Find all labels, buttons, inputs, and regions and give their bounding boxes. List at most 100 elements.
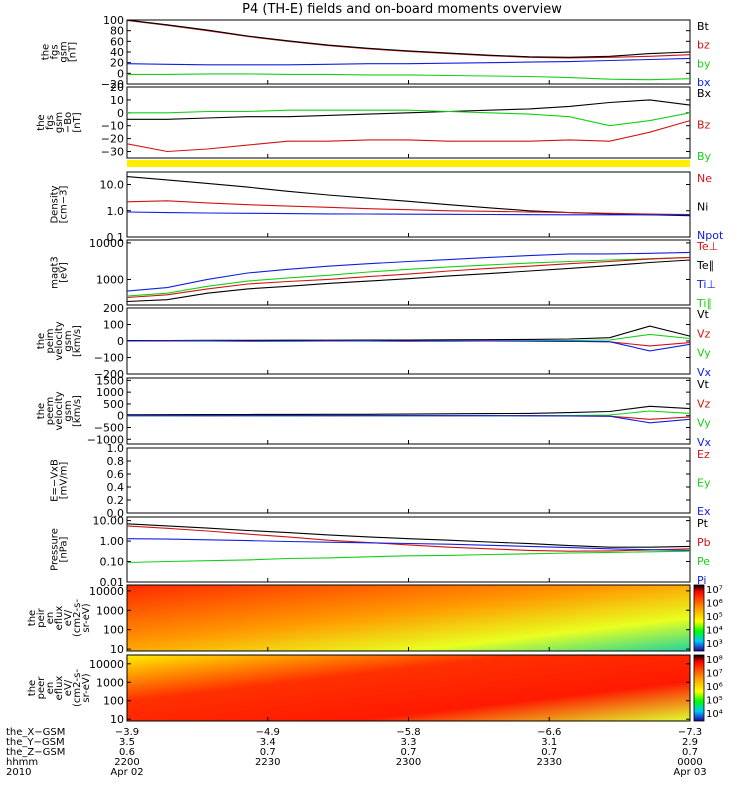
legend-Pi: Pi [697,574,706,587]
axis-column-value: Apr 03 [673,767,706,778]
series-line-Te∥ [126,259,691,303]
series-line-Pb [126,525,691,552]
colorbar-tick-label: 10⁵ [706,696,723,707]
y-tick-label: 40 [110,46,124,59]
y-tick-label: 10 [110,94,124,107]
y-tick-label: 1000 [96,273,124,286]
y-tick-label: 0.01 [100,576,125,589]
series-line-Bz [126,120,691,153]
legend-by: by [697,57,711,70]
y-tick-label: 0.8 [107,455,125,468]
axis-row-label: the_X−GSM [6,727,65,738]
y-tick-label: 10000 [89,658,124,671]
panel-5 [126,307,691,375]
y-axis-label: sr-eV) [81,673,92,702]
legend-Vx: Vx [697,436,712,449]
series-line-Pt [126,523,691,548]
legend-Bx: Bx [697,87,712,100]
series-line-Ti∥ [126,256,691,297]
axis-column-value: −5.8 [396,727,420,738]
colorbar-tick-label: 10⁷ [706,669,723,680]
y-axis-label: sr-eV) [81,603,92,632]
series-line-Vx [127,340,691,352]
axis-row-label: the_Y−GSM [6,737,65,748]
series-line-Pi [126,538,691,551]
panel-4 [126,239,691,306]
y-tick-label: −200 [94,368,124,381]
y-tick-label: 20 [110,57,124,70]
series-line-Te⊥ [126,256,691,299]
axis-row-label: 2010 [6,767,31,778]
series-line-Vt [126,405,691,416]
colorbar-tick-label: 10³ [706,639,723,650]
panel-7 [126,447,691,514]
series-line-Vx [127,415,691,424]
y-axis-label: magt3 [50,256,61,289]
axis-column-value: 3.3 [401,737,417,748]
y-axis-label: the [27,610,38,626]
y-tick-label: −100 [94,352,124,365]
axis-column-value: 2200 [114,757,139,768]
y-axis-label: Pressure [50,528,61,571]
series-line-By [127,109,691,127]
panel-1 [126,19,691,85]
panel-8 [126,516,691,583]
axis-column-value: 3.4 [260,737,276,748]
y-axis-label: [km/s] [72,325,83,357]
y-axis-label: eV/ [63,609,74,626]
y-axis-label: the [36,333,47,349]
y-axis-label: [km/s] [72,395,83,427]
axis-column-value: 0000 [677,757,702,768]
y-axis-label: Density [50,185,61,223]
legend-Pb: Pb [697,536,711,549]
y-axis-label: velocity [54,391,65,430]
y-axis-label: en [45,682,56,695]
legend-Vt: Vt [697,378,710,391]
legend-Vz: Vz [697,397,711,410]
legend-Bz: Bz [697,119,711,132]
axis-column-value: 0.7 [682,747,698,758]
series-line-bx [126,57,691,66]
y-tick-label: 100 [103,695,124,708]
y-tick-label: 10.00 [93,515,125,528]
panel-frame [126,516,691,583]
series-line-Npot [126,211,690,216]
y-axis-label: peer [36,676,47,700]
legend-Ez: Ez [697,448,710,461]
y-axis-label: en [45,612,56,625]
y-tick-label: 0.6 [107,468,125,481]
y-tick-label: 0 [117,67,124,80]
panel-9 [126,584,705,652]
spectrogram-image [127,585,690,651]
colorbar-tick-label: 10⁸ [706,655,723,666]
legend-bx: bx [697,76,711,89]
y-tick-label: −20 [101,133,124,146]
panel-frame [126,86,691,159]
panel-frame [126,447,691,514]
y-tick-label: 0.10 [100,556,125,569]
legend-Ex: Ex [697,505,711,518]
y-tick-label: 1.0 [107,205,125,218]
legend-Ni: Ni [697,201,708,214]
legend-Ne: Ne [697,172,712,185]
chart-title: P4 (TH-E) fields and on-board moments ov… [242,2,562,17]
y-tick-label: 200 [103,302,124,315]
y-tick-label: 100 [103,319,124,332]
series-line-Bx [127,99,691,120]
axis-column-value: 0.7 [541,747,557,758]
y-axis-label: eflux [54,606,65,631]
panel-10 [126,654,705,722]
y-tick-label: 10 [110,713,124,726]
axis-column-value: 0.7 [260,747,276,758]
legend-Ey: Ey [697,477,711,490]
panel-frame [126,171,691,238]
legend-Ti∥: Ti∥ [696,297,712,310]
series-line-Ti⊥ [126,251,691,292]
legend-Pe: Pe [697,555,710,568]
spectrogram-image [127,655,690,721]
axis-column-value: −7.3 [678,727,702,738]
y-axis-label: velocity [54,321,65,360]
y-axis-label: [nPa] [59,536,70,562]
colorbar [693,584,705,652]
